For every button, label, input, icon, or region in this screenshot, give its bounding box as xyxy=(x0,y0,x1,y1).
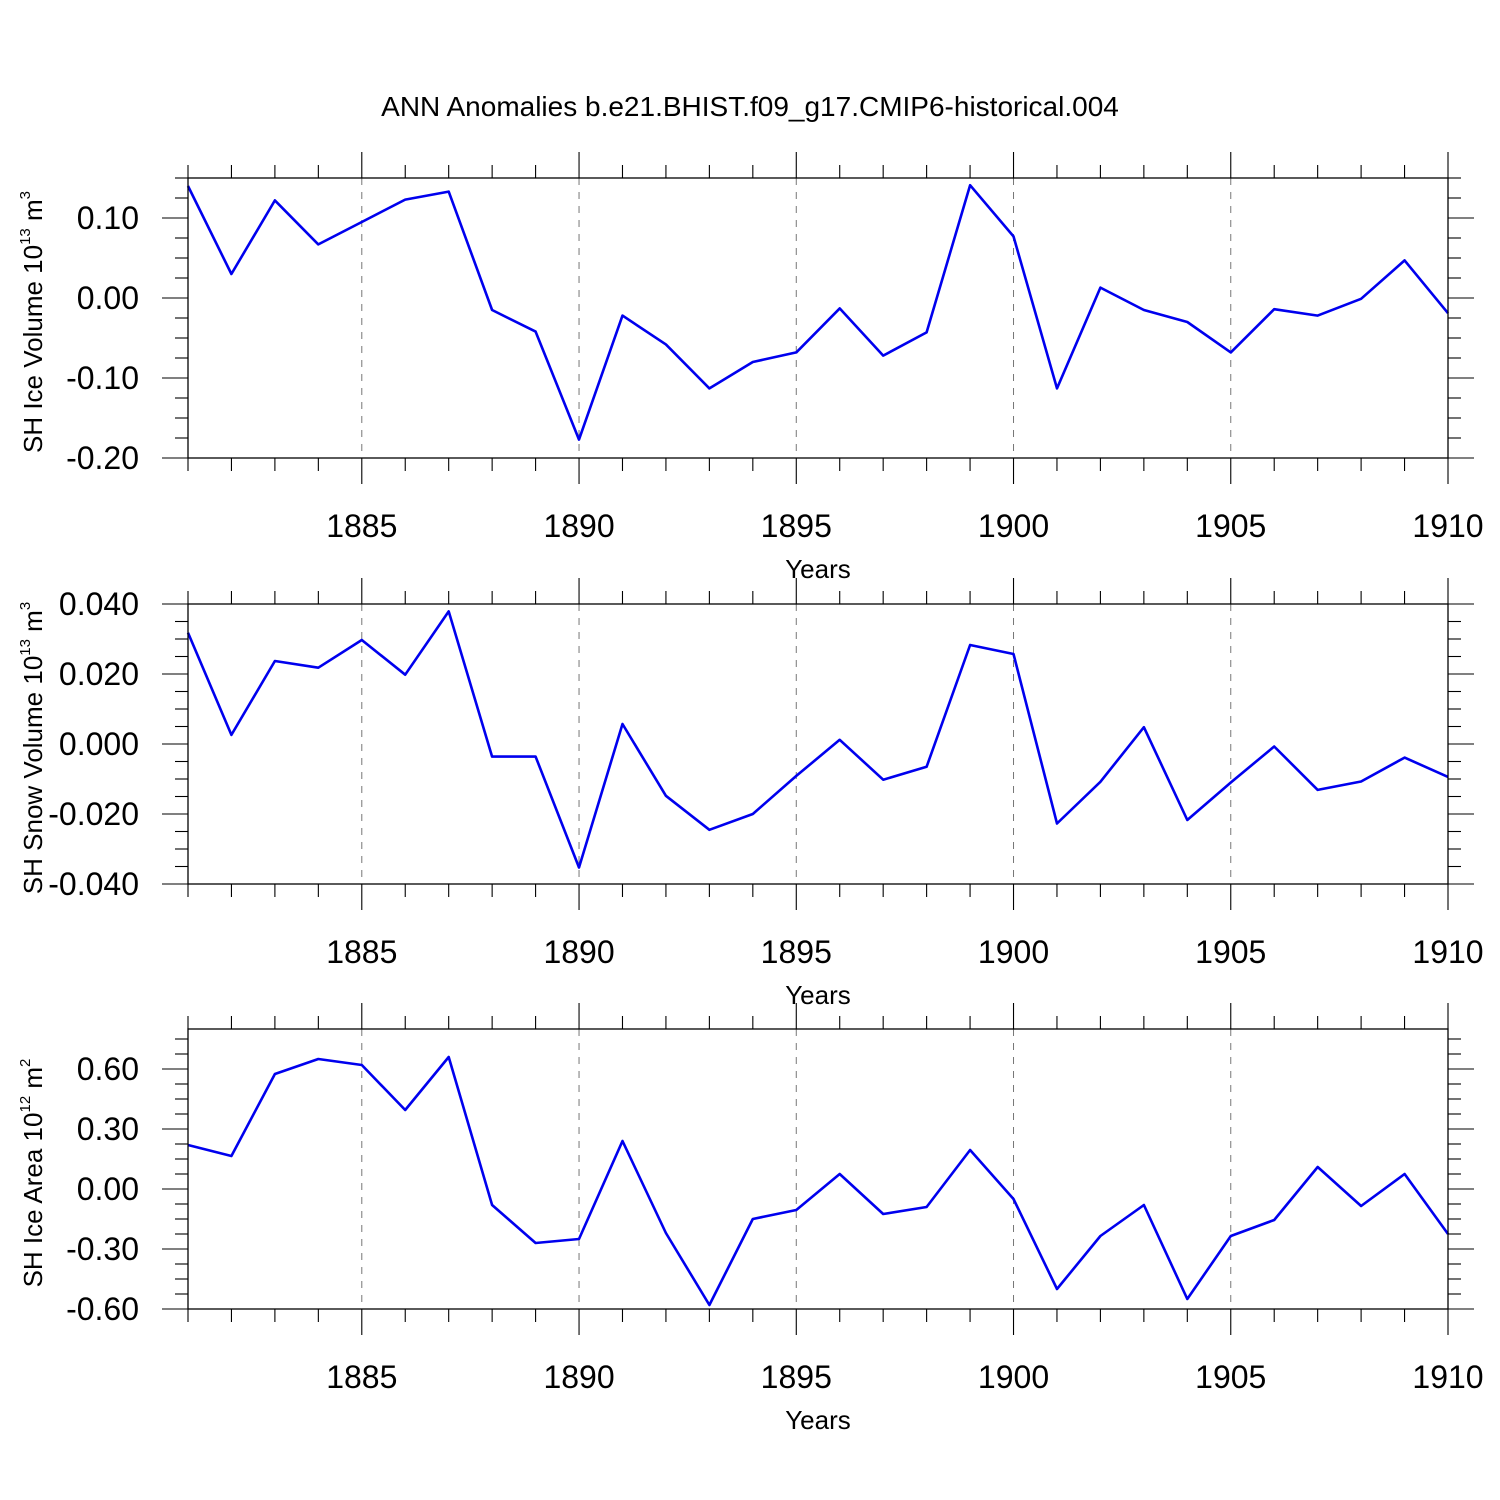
y-axis-label-exponent: 2 xyxy=(17,1059,34,1067)
x-tick-label: 1895 xyxy=(761,1359,832,1395)
y-axis-label-text: m xyxy=(18,610,48,639)
y-axis-label: SH Snow Volume 1013 m3 xyxy=(17,602,48,894)
plot-frame xyxy=(187,603,1449,885)
y-axis-label-text: m xyxy=(18,1067,48,1096)
x-tick-label: 1900 xyxy=(978,1359,1049,1395)
y-tick-label: -0.040 xyxy=(48,866,139,902)
x-tick-label: 1885 xyxy=(326,1359,397,1395)
y-tick-label: -0.30 xyxy=(66,1231,139,1267)
x-tick-label: 1885 xyxy=(326,934,397,970)
x-tick-label: 1895 xyxy=(761,508,832,544)
series-line-snow-volume xyxy=(186,610,1449,869)
y-tick-label: 0.000 xyxy=(59,726,139,762)
x-axis-label: Years xyxy=(785,1405,851,1435)
y-axis-label-text: SH Ice Area 10 xyxy=(18,1113,48,1288)
x-tick-label: 1900 xyxy=(978,934,1049,970)
panel-ice-area: 0.60 0.30 0.00 -0.30 -0.60 1885 1890 1895 1900 19… xyxy=(17,1003,1484,1435)
x-tick-label: 1905 xyxy=(1195,934,1266,970)
y-axis-label-text: SH Snow Volume 10 xyxy=(18,656,48,894)
x-tick-label: 1910 xyxy=(1412,508,1483,544)
y-axis-label: SH Ice Area 1012 m2 xyxy=(17,1059,48,1288)
y-axis-label-exponent: 13 xyxy=(17,639,34,656)
x-tick-label: 1905 xyxy=(1195,1359,1266,1395)
x-tick-label: 1910 xyxy=(1412,1359,1483,1395)
series-line-ice-volume xyxy=(186,183,1450,441)
panel-ice-volume: 0.10 0.00 -0.10 -0.20 1885 1890 1895 1900 1905 19… xyxy=(17,152,1484,584)
series-line-ice-area xyxy=(187,1055,1450,1307)
y-axis-label-text: SH Ice Volume 10 xyxy=(18,245,48,453)
x-tick-label: 1895 xyxy=(761,934,832,970)
y-tick-label: -0.60 xyxy=(66,1291,139,1327)
y-axis-label-exponent: 13 xyxy=(17,228,34,245)
y-tick-label: 0.040 xyxy=(59,586,139,622)
plot-frame xyxy=(187,1028,1449,1310)
x-axis-label: Years xyxy=(785,980,851,1010)
x-tick-label: 1910 xyxy=(1412,934,1483,970)
x-axis-label: Years xyxy=(785,554,851,584)
y-tick-label: 0.60 xyxy=(77,1051,139,1087)
y-axis-label-exponent: 12 xyxy=(17,1096,34,1113)
chart-title: ANN Anomalies b.e21.BHIST.f09_g17.CMIP6-… xyxy=(381,91,1119,122)
y-tick-label: 0.020 xyxy=(59,656,139,692)
y-tick-label: -0.20 xyxy=(66,440,139,476)
x-tick-label: 1890 xyxy=(543,508,614,544)
plot-frame xyxy=(187,177,1449,459)
panel-snow-volume: 0.040 0.020 0.000 -0.020 -0.040 1885 1890 1895 1… xyxy=(17,578,1484,1010)
y-axis-label-exponent: 3 xyxy=(17,602,34,610)
y-tick-label: 0.30 xyxy=(77,1111,139,1147)
x-tick-label: 1905 xyxy=(1195,508,1266,544)
y-axis-label-exponent: 3 xyxy=(17,191,34,199)
x-tick-label: 1890 xyxy=(543,1359,614,1395)
y-tick-label: 0.00 xyxy=(77,1171,139,1207)
x-tick-label: 1900 xyxy=(978,508,1049,544)
x-tick-label: 1885 xyxy=(326,508,397,544)
y-axis-label-text: m xyxy=(18,199,48,228)
y-axis-label: SH Ice Volume 1013 m3 xyxy=(17,191,48,453)
x-tick-label: 1890 xyxy=(543,934,614,970)
y-tick-label: -0.10 xyxy=(66,360,139,396)
chart-panels: 0.10 0.00 -0.10 -0.20 1885 1890 1895 1900 1905 19… xyxy=(17,152,1484,1435)
y-tick-label: -0.020 xyxy=(48,796,139,832)
y-tick-label: 0.10 xyxy=(77,200,139,236)
y-tick-label: 0.00 xyxy=(77,280,139,316)
